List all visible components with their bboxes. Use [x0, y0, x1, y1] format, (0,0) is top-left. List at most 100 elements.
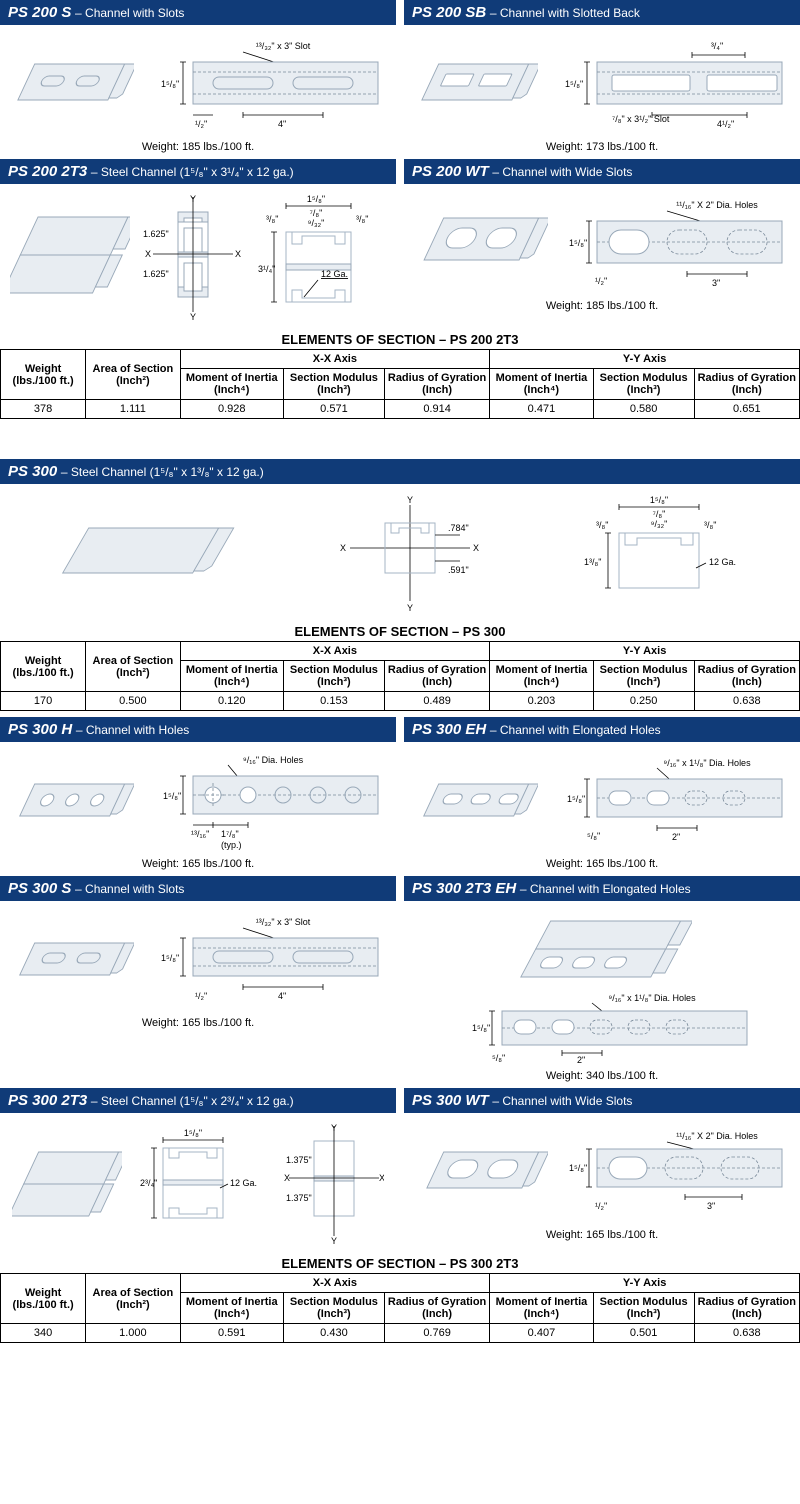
svg-text:Y: Y	[190, 312, 196, 322]
svg-text:¹¹/₁₆" X 2" Dia. Holes: ¹¹/₁₆" X 2" Dia. Holes	[676, 1131, 758, 1141]
title-ps300: PS 300 – Steel Channel (1⁵/₈" x 1³/₈" x …	[0, 459, 800, 484]
desc-ps200sb: – Channel with Slotted Back	[490, 6, 640, 20]
row-ps300h-ps300eh: PS 300 H – Channel with Holes ⁹/₁₆" Dia.…	[0, 717, 800, 876]
svg-text:.784": .784"	[448, 523, 469, 533]
th-moment-y: Moment of Inertia (Inch⁴)	[490, 369, 593, 400]
th-modulus-y: Section Modulus (Inch³)	[593, 369, 694, 400]
caption-table2: ELEMENTS OF SECTION – PS 300	[0, 624, 800, 639]
weight-ps300s: Weight: 165 lbs./100 ft.	[0, 1017, 396, 1029]
svg-text:X: X	[473, 543, 479, 553]
svg-text:12 Ga.: 12 Ga.	[230, 1178, 257, 1188]
th-modulus-x: Section Modulus (Inch³)	[283, 369, 384, 400]
title-ps300wt: PS 300 WT – Channel with Wide Slots	[404, 1088, 800, 1113]
svg-text:¹³/₁₆": ¹³/₁₆"	[191, 829, 209, 839]
svg-text:12 Ga.: 12 Ga.	[709, 557, 736, 567]
svg-text:¹³/₃₂" x 3" Slot: ¹³/₃₂" x 3" Slot	[255, 917, 310, 927]
table-header-row: Weight (lbs./100 ft.) Area of Section (I…	[1, 350, 800, 369]
svg-text:⁷/₈": ⁷/₈"	[653, 509, 666, 519]
diagram-ps3002t3: 1⁵/₈" 2³/₄" 12 Ga. Y XX Y 1.375" 1.375"	[0, 1117, 396, 1250]
svg-text:1³/₈": 1³/₈"	[584, 557, 601, 567]
svg-text:1.625": 1.625"	[143, 229, 169, 239]
diagram-ps300h: ⁹/₁₆" Dia. Holes 1⁵/₈" ¹³/₁₆" 1⁷/₈" (typ…	[0, 746, 396, 856]
title-ps200sb: PS 200 SB – Channel with Slotted Back	[404, 0, 800, 25]
svg-text:¹/₂": ¹/₂"	[595, 276, 607, 286]
desc-ps2002t3: – Steel Channel (1⁵/₈" x 3¹/₄" x 12 ga.)	[91, 165, 294, 179]
table-header-row: Weight (lbs./100 ft.) Area of Section (I…	[1, 1274, 800, 1293]
svg-text:4¹/₂": 4¹/₂"	[717, 119, 734, 129]
code-ps300: PS 300	[8, 463, 57, 480]
svg-text:X: X	[145, 249, 151, 259]
panel-ps3002t3: PS 300 2T3 – Steel Channel (1⁵/₈" x 2³/₄…	[0, 1088, 396, 1250]
panel-ps300s: PS 300 S – Channel with Slots ¹³/₃₂" x 3…	[0, 876, 396, 1088]
svg-text:1⁵/₈": 1⁵/₈"	[565, 79, 583, 89]
th-radius-x: Radius of Gyration (Inch)	[384, 369, 489, 400]
svg-text:Y: Y	[407, 495, 413, 505]
code-ps200wt: PS 200 WT	[412, 163, 489, 180]
svg-text:2³/₄": 2³/₄"	[140, 1178, 157, 1188]
panel-ps300h: PS 300 H – Channel with Holes ⁹/₁₆" Dia.…	[0, 717, 396, 876]
title-ps3002t3: PS 300 2T3 – Steel Channel (1⁵/₈" x 2³/₄…	[0, 1088, 396, 1113]
desc-ps200wt: – Channel with Wide Slots	[492, 165, 632, 179]
svg-text:¹³/₃₂" x 3" Slot: ¹³/₃₂" x 3" Slot	[255, 41, 310, 51]
table-ps2002t3: Weight (lbs./100 ft.) Area of Section (I…	[0, 349, 800, 419]
weight-ps200wt: Weight: 185 lbs./100 ft.	[404, 300, 800, 312]
title-ps300eh: PS 300 EH – Channel with Elongated Holes	[404, 717, 800, 742]
diagram-ps200s: ¹³/₃₂" x 3" Slot 1⁵/₈" ¹/₂" 4"	[0, 29, 396, 139]
svg-text:(typ.): (typ.)	[221, 840, 242, 850]
code-ps2002t3: PS 200 2T3	[8, 163, 87, 180]
svg-text:X: X	[379, 1173, 384, 1183]
svg-text:.591": .591"	[448, 565, 469, 575]
svg-text:¹¹/₁₆" X 2" Dia. Holes: ¹¹/₁₆" X 2" Dia. Holes	[676, 200, 758, 210]
code-ps200sb: PS 200 SB	[412, 4, 486, 21]
svg-text:⁹/₁₆" x 1¹/₈" Dia. Holes: ⁹/₁₆" x 1¹/₈" Dia. Holes	[608, 993, 696, 1003]
svg-text:Y: Y	[331, 1236, 337, 1246]
svg-text:³/₈": ³/₈"	[356, 214, 368, 224]
th-weight: Weight (lbs./100 ft.)	[1, 350, 86, 400]
th-radius-y: Radius of Gyration (Inch)	[694, 369, 799, 400]
row-ps3002t3-ps300wt: PS 300 2T3 – Steel Channel (1⁵/₈" x 2³/₄…	[0, 1088, 800, 1250]
svg-text:X: X	[284, 1173, 290, 1183]
th-xx: X-X Axis	[180, 350, 490, 369]
title-ps200s: PS 200 S – Channel with Slots	[0, 0, 396, 25]
svg-text:2": 2"	[672, 832, 680, 842]
title-ps200wt: PS 200 WT – Channel with Wide Slots	[404, 159, 800, 184]
diagram-ps200wt: ¹¹/₁₆" X 2" Dia. Holes 1⁵/₈" ¹/₂" 3"	[404, 188, 800, 298]
svg-text:⁷/₈" x 3¹/₂" Slot: ⁷/₈" x 3¹/₂" Slot	[612, 114, 670, 124]
weight-ps300wt: Weight: 165 lbs./100 ft.	[404, 1229, 800, 1241]
svg-text:⁵/₈": ⁵/₈"	[587, 831, 600, 841]
svg-text:³/₈": ³/₈"	[266, 214, 278, 224]
panel-ps200wt: PS 200 WT – Channel with Wide Slots ¹¹/₁…	[404, 159, 800, 326]
panel-ps3002t3eh: PS 300 2T3 EH – Channel with Elongated H…	[404, 876, 800, 1088]
caption-table3: ELEMENTS OF SECTION – PS 300 2T3	[0, 1256, 800, 1271]
svg-text:⁵/₈": ⁵/₈"	[492, 1053, 505, 1063]
svg-text:1⁵/₈": 1⁵/₈"	[569, 238, 587, 248]
panel-ps200s: PS 200 S – Channel with Slots ¹³/₃₂" x 3…	[0, 0, 396, 159]
weight-ps200s: Weight: 185 lbs./100 ft.	[0, 141, 396, 153]
diagram-ps300: Y Y XX .784" .591" 1⁵/₈" ⁷/₈" ⁹/₃₂" ³/₈"…	[0, 488, 800, 618]
svg-text:¹/₂": ¹/₂"	[595, 1201, 607, 1211]
row-ps300s-ps3002t3eh: PS 300 S – Channel with Slots ¹³/₃₂" x 3…	[0, 876, 800, 1088]
svg-text:³/₈": ³/₈"	[704, 520, 716, 530]
table-row: 3401.000 0.5910.430 0.7690.407 0.5010.63…	[1, 1324, 800, 1343]
svg-text:1⁷/₈": 1⁷/₈"	[221, 829, 239, 839]
desc-ps300: – Steel Channel (1⁵/₈" x 1³/₈" x 12 ga.)	[61, 465, 264, 479]
svg-text:X: X	[340, 543, 346, 553]
th-area: Area of Section (Inch²)	[86, 350, 180, 400]
svg-text:1⁵/₈": 1⁵/₈"	[569, 1163, 587, 1173]
svg-text:1⁵/₈": 1⁵/₈"	[184, 1128, 202, 1138]
svg-text:1⁵/₈": 1⁵/₈"	[161, 953, 179, 963]
row-ps2002t3-ps200wt: PS 200 2T3 – Steel Channel (1⁵/₈" x 3¹/₄…	[0, 159, 800, 326]
caption-table1: ELEMENTS OF SECTION – PS 200 2T3	[0, 332, 800, 347]
svg-text:X: X	[235, 249, 241, 259]
svg-text:4": 4"	[278, 119, 286, 129]
table-row: 1700.500 0.1200.153 0.4890.203 0.2500.63…	[1, 692, 800, 711]
weight-ps300eh: Weight: 165 lbs./100 ft.	[404, 858, 800, 870]
svg-text:1⁵/₈": 1⁵/₈"	[307, 194, 325, 204]
svg-text:3": 3"	[707, 1201, 715, 1211]
diagram-ps3002t3eh: ⁹/₁₆" x 1¹/₈" Dia. Holes 1⁵/₈" ⁵/₈" 2"	[404, 905, 800, 1068]
svg-text:1⁵/₈": 1⁵/₈"	[567, 794, 585, 804]
table-row: 3781.111 0.9280.571 0.9140.471 0.5800.65…	[1, 400, 800, 419]
svg-text:2": 2"	[577, 1055, 585, 1064]
svg-text:⁹/₁₆" Dia. Holes: ⁹/₁₆" Dia. Holes	[242, 755, 303, 765]
svg-text:⁹/₁₆" x 1¹/₈" Dia. Holes: ⁹/₁₆" x 1¹/₈" Dia. Holes	[663, 758, 751, 768]
